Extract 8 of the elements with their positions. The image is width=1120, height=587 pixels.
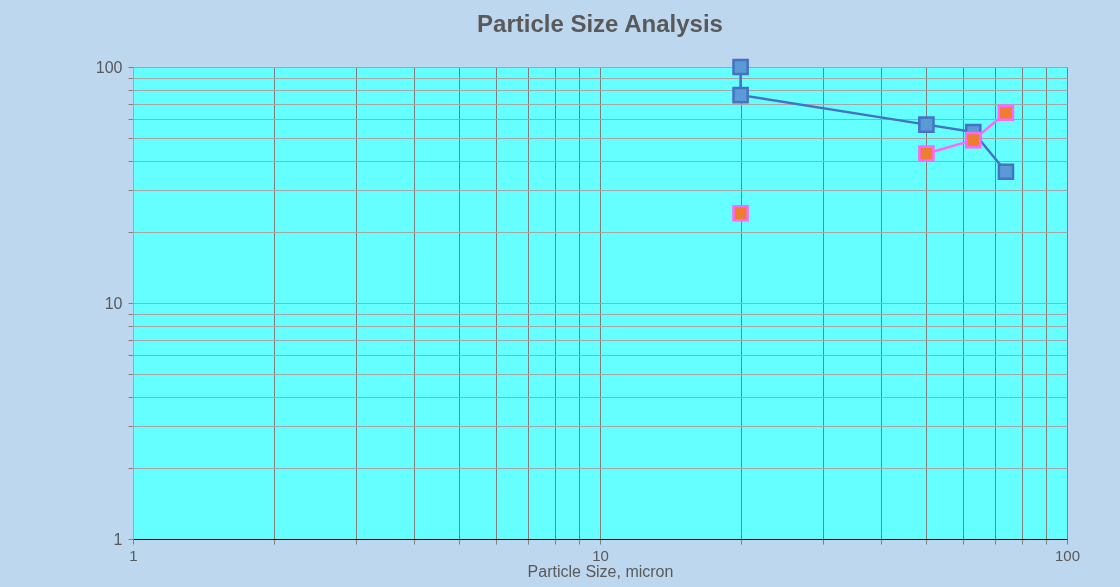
y-tick-label: 10 (104, 294, 123, 312)
x-axis-title: Particle Size, micron (527, 562, 674, 580)
y-tick-label: 1 (113, 530, 123, 548)
x-tick-label: 100 (1054, 546, 1081, 564)
y-tick-label: 100 (95, 58, 123, 76)
x-tick-label: 10 (592, 546, 609, 564)
x-tick-label: 1 (129, 546, 138, 564)
chart-title: Particle Size Analysis (477, 9, 723, 37)
